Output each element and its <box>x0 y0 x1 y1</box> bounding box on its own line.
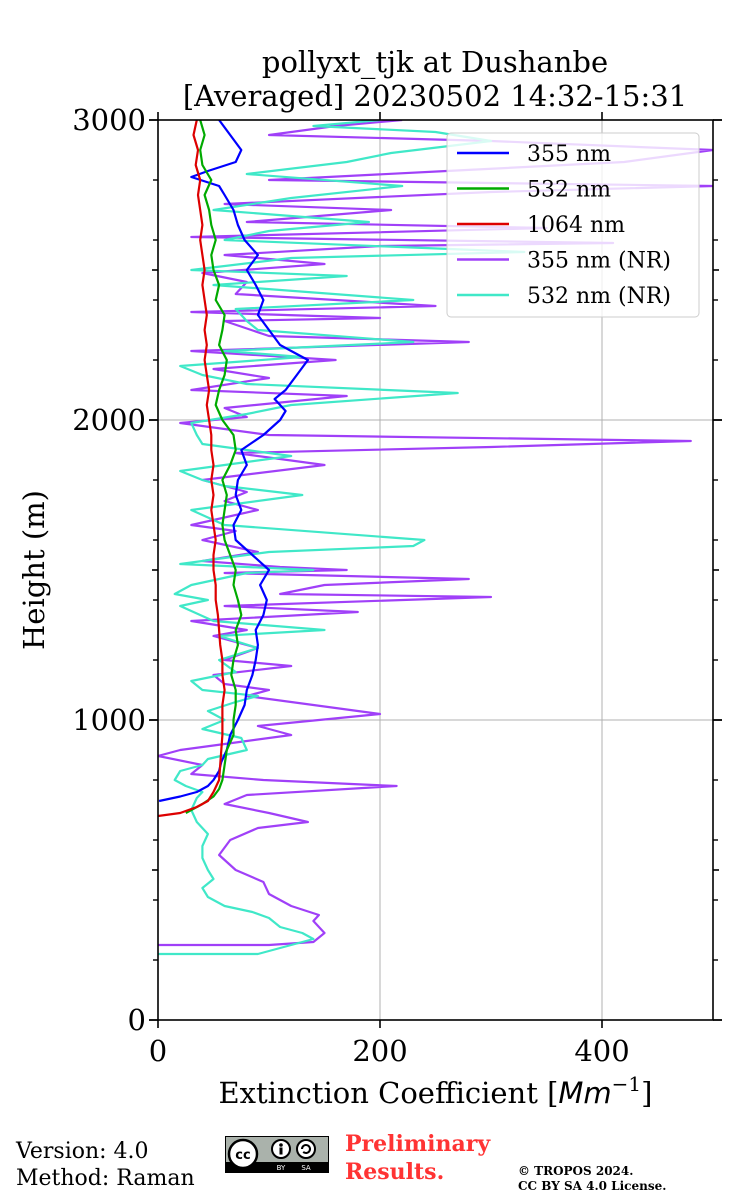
series-line-1064-nm <box>158 120 226 818</box>
chart-title-line-1: pollyxt_tjk at Dushanbe <box>262 45 608 80</box>
badge-cc-text: cc <box>235 1148 250 1163</box>
badge-by-text: BY <box>277 1164 286 1172</box>
legend-label: 1064 nm <box>527 213 625 238</box>
preliminary-line-2: Results. <box>345 1159 445 1185</box>
legend-label: 532 nm <box>527 178 611 203</box>
plot-area <box>158 120 713 956</box>
x-tick-label: 400 <box>574 1034 629 1068</box>
cc-license-badge-icon: cc BY SA <box>225 1136 329 1173</box>
chart-title: pollyxt_tjk at Dushanbe [Averaged] 20230… <box>183 45 687 113</box>
series-line-355-nm-nr- <box>158 120 713 947</box>
method-text: Method: Raman <box>16 1166 195 1191</box>
extinction-chart: pollyxt_tjk at Dushanbe [Averaged] 20230… <box>17 45 722 1110</box>
legend-label: 355 nm (NR) <box>527 249 671 274</box>
copyright-note: © TROPOS 2024. CC BY SA 4.0 License. <box>518 1164 666 1194</box>
series-line-355-nm <box>158 120 309 803</box>
x-axis-label: Extinction Coefficient [Mm−1] <box>219 1072 653 1110</box>
legend-box <box>446 132 700 318</box>
preliminary-results-note: Preliminary Results. <box>345 1130 490 1186</box>
y-tick-label: 3000 <box>72 103 146 137</box>
axes: 0 200 400 0 1000 2000 3000 Extinction Coefficie… <box>17 103 722 1110</box>
x-tick-label: 200 <box>352 1034 407 1068</box>
preliminary-line-1: Preliminary <box>345 1131 491 1157</box>
y-axis-label: Height (m) <box>17 490 51 650</box>
copyright-line-2: CC BY SA 4.0 License. <box>518 1179 667 1193</box>
badge-sa-text: SA <box>301 1164 311 1172</box>
legend-label: 532 nm (NR) <box>527 284 671 309</box>
chart-title-line-2: [Averaged] 20230502 14:32-15:31 <box>183 79 687 113</box>
y-tick-label: 2000 <box>72 403 146 437</box>
legend-label: 355 nm <box>527 142 611 167</box>
series-line-532-nm <box>185 120 243 814</box>
series-line-532-nm-nr- <box>158 120 526 956</box>
version-text: Version: 4.0 <box>16 1139 149 1164</box>
x-tick-label: 0 <box>149 1034 167 1068</box>
footer-version-info: Version: 4.0 Method: Raman <box>16 1138 195 1192</box>
legend: 355 nm 532 nm 1064 nm 355 nm (NR) 532 nm (NR… <box>446 132 700 318</box>
copyright-line-1: © TROPOS 2024. <box>518 1164 634 1178</box>
y-tick-label: 1000 <box>72 703 146 737</box>
y-tick-label: 0 <box>128 1003 146 1037</box>
